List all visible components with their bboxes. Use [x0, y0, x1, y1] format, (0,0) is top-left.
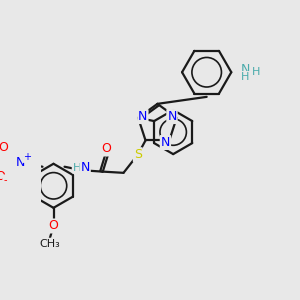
Text: N: N	[161, 136, 170, 149]
Text: CH₃: CH₃	[39, 238, 60, 249]
Text: N: N	[138, 110, 148, 123]
Text: O: O	[0, 141, 8, 154]
Text: N: N	[80, 161, 90, 174]
Text: N: N	[167, 110, 177, 123]
Text: O: O	[102, 142, 112, 155]
Text: N: N	[241, 63, 250, 76]
Text: +: +	[23, 152, 31, 162]
Text: S: S	[134, 148, 142, 161]
Text: N: N	[16, 156, 25, 169]
Text: -: -	[3, 175, 7, 185]
Text: H: H	[242, 72, 250, 82]
Text: O: O	[0, 170, 5, 183]
Text: H: H	[252, 67, 260, 77]
Text: H: H	[73, 163, 81, 173]
Text: O: O	[49, 220, 58, 232]
